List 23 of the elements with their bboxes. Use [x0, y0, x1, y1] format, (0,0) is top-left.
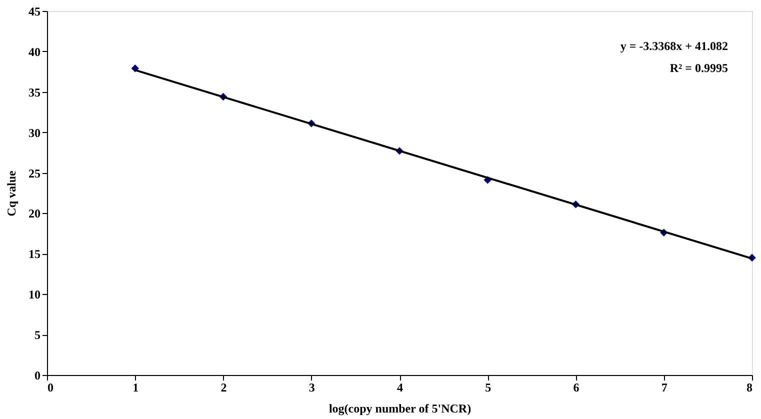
y-tick-label: 0 [34, 368, 40, 382]
annotation: y = -3.3368x + 41.082 [620, 39, 728, 53]
x-tick-label: 4 [397, 380, 403, 394]
x-tick-label: 7 [661, 380, 668, 394]
y-tick-label: 40 [28, 44, 40, 59]
y-tick-label: 10 [28, 288, 40, 302]
y-tick-label: 35 [28, 85, 40, 100]
y-axis-title: Cq value [4, 170, 18, 216]
x-axis-title: log(copy number of 5'NCR) [328, 402, 472, 416]
x-tick-label: 8 [746, 380, 752, 394]
x-tick-label: 0 [48, 380, 54, 394]
y-tick-label: 15 [28, 247, 40, 262]
x-tick-label: 6 [573, 380, 580, 394]
x-tick-label: 2 [220, 380, 227, 394]
y-tick-label: 20 [28, 206, 40, 221]
x-tick-label: 3 [308, 380, 315, 394]
y-tick-label: 25 [28, 166, 40, 180]
y-tick-label: 5 [34, 328, 40, 342]
x-tick-label: 1 [132, 380, 139, 394]
annotation: R² = 0.9995 [670, 61, 728, 75]
y-tick-label: 45 [28, 4, 40, 18]
y-tick-label: 30 [28, 126, 40, 140]
x-tick-label: 5 [485, 380, 492, 394]
